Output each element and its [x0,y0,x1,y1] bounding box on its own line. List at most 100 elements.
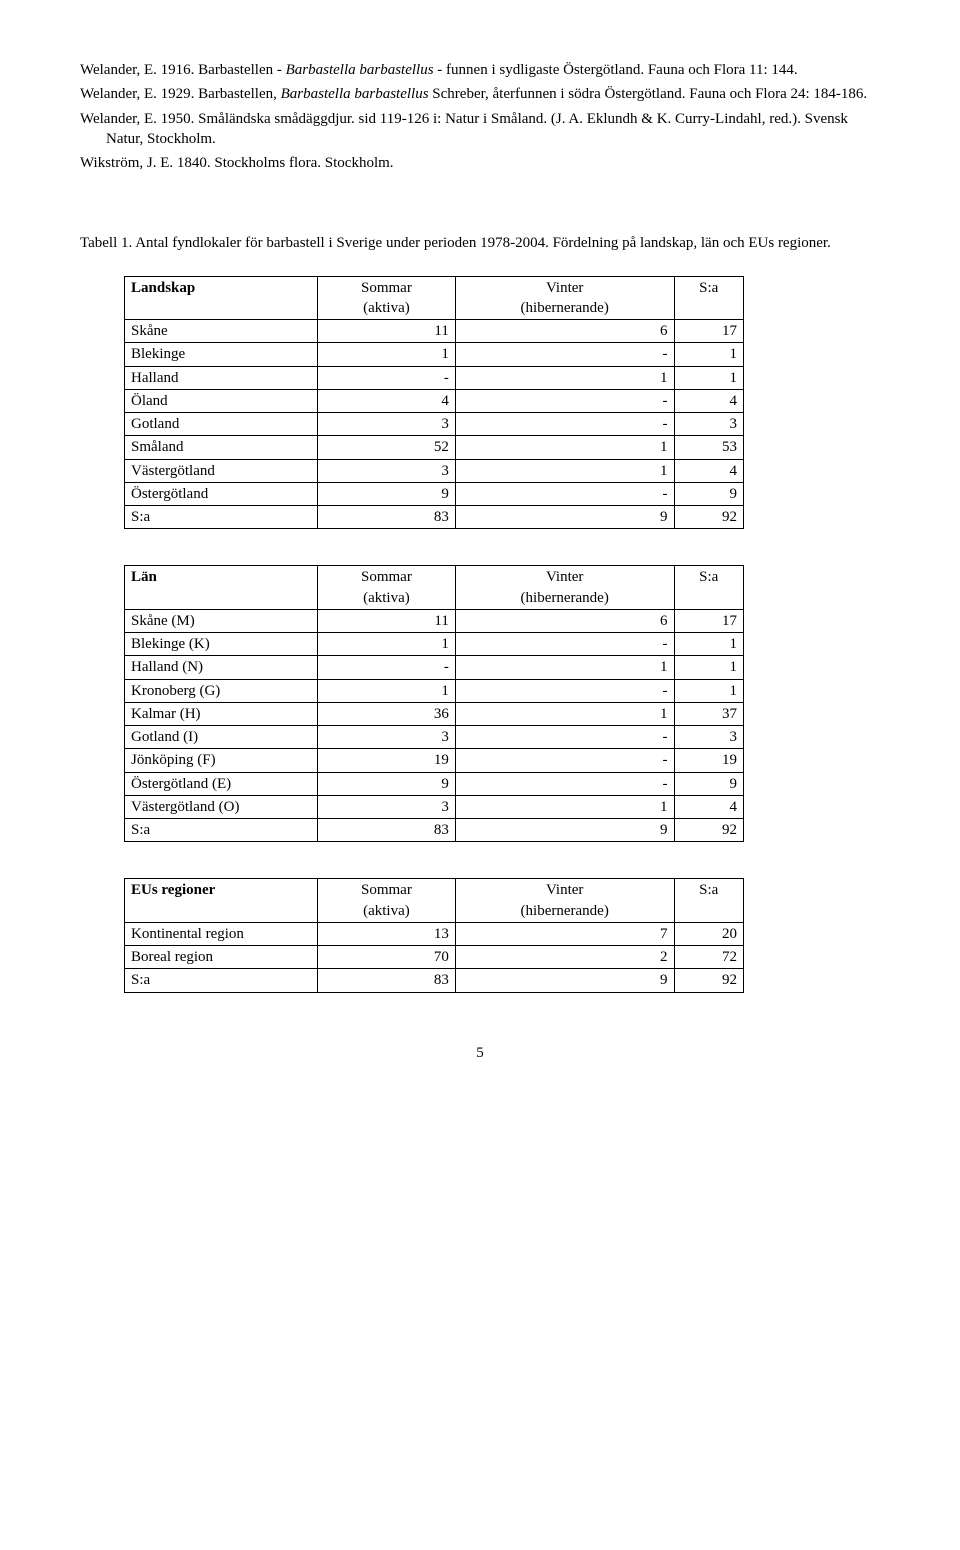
col-vinter: Vinter(hibernerande) [455,566,674,610]
cell-value: 3 [318,726,456,749]
cell-value: 1 [674,656,743,679]
col-sommar: Sommar(aktiva) [318,879,456,923]
cell-label: Skåne (M) [125,609,318,632]
cell-value: - [455,749,674,772]
cell-value: 4 [674,459,743,482]
cell-value: - [455,482,674,505]
cell-value: 19 [318,749,456,772]
cell-value: - [318,656,456,679]
cell-value: 1 [674,679,743,702]
cell-value: 1 [455,436,674,459]
ref-3: Welander, E. 1950. Småländska smådäggdju… [80,109,880,150]
cell-label: S:a [125,969,318,992]
cell-value: 9 [455,819,674,842]
cell-value: 4 [674,389,743,412]
table-row: Gotland (I)3-3 [125,726,744,749]
cell-label: Kronoberg (G) [125,679,318,702]
cell-value: 92 [674,969,743,992]
table-lan: Län Sommar(aktiva) Vinter(hibernerande) … [124,565,744,842]
cell-value: 17 [674,609,743,632]
table-landskap: Landskap Sommar(aktiva) Vinter(hibernera… [124,276,744,530]
cell-label: Jönköping (F) [125,749,318,772]
table-row: Västergötland (O)314 [125,795,744,818]
cell-label: Kontinental region [125,922,318,945]
cell-label: S:a [125,819,318,842]
references-block: Welander, E. 1916. Barbastellen - Barbas… [80,60,880,173]
cell-value: - [318,366,456,389]
cell-value: 52 [318,436,456,459]
cell-value: 2 [455,946,674,969]
cell-value: 20 [674,922,743,945]
table-row: Skåne11617 [125,320,744,343]
col-sa: S:a [674,566,743,610]
cell-value: 37 [674,702,743,725]
cell-value: 4 [674,795,743,818]
cell-value: - [455,633,674,656]
cell-value: 17 [674,320,743,343]
cell-label: Öland [125,389,318,412]
cell-value: 7 [455,922,674,945]
table-header-row: Län Sommar(aktiva) Vinter(hibernerande) … [125,566,744,610]
cell-value: 53 [674,436,743,459]
cell-label: Blekinge (K) [125,633,318,656]
table-row: Småland52153 [125,436,744,459]
cell-label: Västergötland [125,459,318,482]
table-row: Kronoberg (G)1-1 [125,679,744,702]
table-row: Västergötland314 [125,459,744,482]
table-row: Blekinge1-1 [125,343,744,366]
cell-value: 9 [318,482,456,505]
cell-value: 1 [455,656,674,679]
cell-value: 1 [455,459,674,482]
cell-value: 13 [318,922,456,945]
col-sommar: Sommar(aktiva) [318,276,456,320]
table-title: Tabell 1. Antal fyndlokaler för barbaste… [80,233,880,253]
cell-value: - [455,679,674,702]
cell-label: Östergötland [125,482,318,505]
table-row: Kontinental region13720 [125,922,744,945]
page-number: 5 [80,1043,880,1063]
cell-label: Västergötland (O) [125,795,318,818]
table-row: Boreal region70272 [125,946,744,969]
table-row: Kalmar (H)36137 [125,702,744,725]
cell-value: 92 [674,506,743,529]
col-sommar: Sommar(aktiva) [318,566,456,610]
table-row: Halland-11 [125,366,744,389]
cell-value: 3 [318,413,456,436]
cell-value: 9 [674,482,743,505]
cell-label: Gotland [125,413,318,436]
table-row: S:a83992 [125,506,744,529]
cell-value: 6 [455,320,674,343]
cell-value: 11 [318,609,456,632]
cell-value: 6 [455,609,674,632]
cell-value: 4 [318,389,456,412]
cell-value: 9 [455,506,674,529]
cell-label: Gotland (I) [125,726,318,749]
table-eu: EUs regioner Sommar(aktiva) Vinter(hiber… [124,878,744,992]
col-sa: S:a [674,276,743,320]
cell-value: 1 [318,633,456,656]
col-sa: S:a [674,879,743,923]
cell-value: 1 [318,343,456,366]
cell-value: 83 [318,819,456,842]
table-row: Gotland3-3 [125,413,744,436]
cell-value: - [455,413,674,436]
cell-value: 72 [674,946,743,969]
cell-label: S:a [125,506,318,529]
cell-value: 3 [674,413,743,436]
ref-4: Wikström, J. E. 1840. Stockholms flora. … [80,153,880,173]
cell-value: 3 [674,726,743,749]
table-row: Halland (N)-11 [125,656,744,679]
table-row: Blekinge (K)1-1 [125,633,744,656]
cell-value: 9 [318,772,456,795]
cell-label: Halland (N) [125,656,318,679]
cell-value: 1 [674,633,743,656]
cell-value: 1 [674,343,743,366]
cell-value: 3 [318,795,456,818]
col-landskap: Landskap [125,276,318,320]
cell-label: Boreal region [125,946,318,969]
cell-value: - [455,772,674,795]
cell-value: 70 [318,946,456,969]
table-row: S:a83992 [125,969,744,992]
table-row: Öland4-4 [125,389,744,412]
col-vinter: Vinter(hibernerande) [455,879,674,923]
